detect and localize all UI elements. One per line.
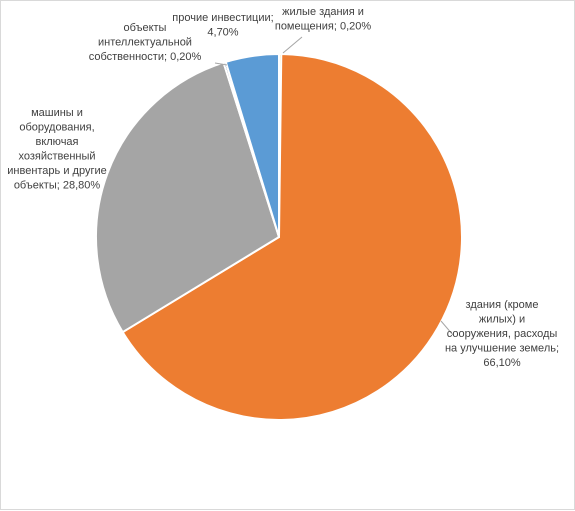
data-label-line: 66,10% — [483, 357, 521, 369]
data-label: объекты интеллектуальной собственности; 0,… — [89, 22, 202, 63]
data-label-line: объекты — [124, 22, 167, 34]
leader-line — [440, 320, 454, 336]
data-label-line: 4,70% — [207, 27, 238, 39]
data-label: здания (кроме жилых) и сооружения, расходы… — [445, 299, 559, 369]
pie-slice — [224, 53, 280, 238]
data-label: машины и оборудования, включая хозяйственны… — [7, 107, 106, 192]
data-labels: жилые здания и помещения; 0,20% здания (кр… — [7, 6, 559, 369]
pie-slices — [94, 52, 463, 421]
leader-line — [214, 62, 228, 66]
data-label-line: жилых) и — [479, 314, 525, 326]
leader-lines — [214, 36, 454, 336]
data-label-line: интеллектуальной — [98, 37, 192, 49]
data-label-line: хозяйственный — [18, 151, 95, 163]
data-label-line: здания (кроме — [466, 299, 539, 311]
data-label-line: оборудования, — [19, 122, 94, 134]
data-label-line: жилые здания и — [282, 6, 364, 18]
data-label-line: объекты; 28,80% — [14, 180, 101, 192]
data-label: жилые здания и помещения; 0,20% — [275, 6, 371, 33]
pie-slice — [121, 53, 463, 421]
data-label-line: включая — [35, 136, 78, 148]
data-label-line: помещения; 0,20% — [275, 21, 371, 33]
data-label-line: машины и — [31, 107, 83, 119]
leader-line — [282, 36, 303, 54]
pie-slice — [94, 61, 280, 334]
data-label-line: инвентарь и другие — [7, 165, 106, 177]
data-label-line: сооружения, расходы — [447, 328, 558, 340]
data-label: прочие инвестиции; 4,70% — [172, 12, 273, 39]
data-label-line: собственности; 0,20% — [89, 51, 202, 63]
data-label-line: прочие инвестиции; — [172, 12, 273, 24]
data-label-line: на улучшение земель; — [445, 343, 559, 355]
